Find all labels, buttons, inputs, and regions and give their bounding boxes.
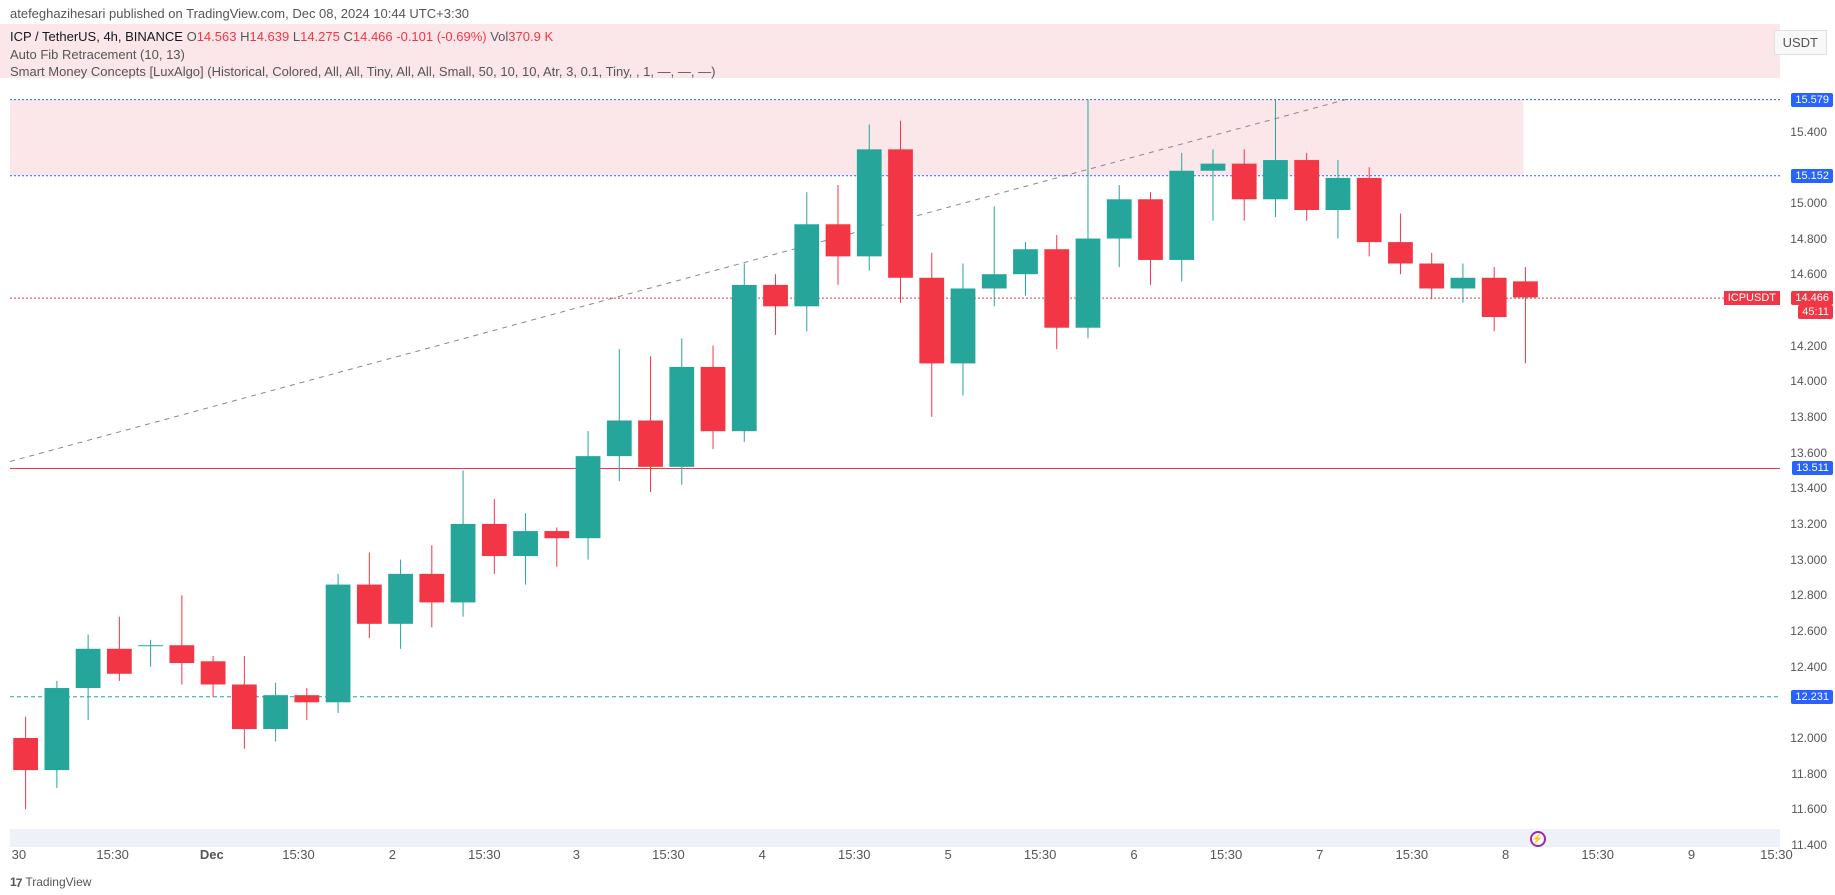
realtime-marker-icon: ⚡ bbox=[1530, 831, 1546, 847]
candlestick-chart[interactable] bbox=[10, 78, 1780, 845]
footer-text: TradingView bbox=[25, 875, 91, 889]
tradingview-logo-icon: 17 bbox=[10, 875, 21, 889]
quote-currency-badge[interactable]: USDT bbox=[1774, 30, 1827, 55]
time-tick: Dec bbox=[200, 847, 224, 862]
price-level-label: 15.152 bbox=[1791, 169, 1833, 183]
chart-area[interactable] bbox=[10, 78, 1780, 845]
price-tick: 15.000 bbox=[1790, 196, 1827, 210]
time-tick: 7 bbox=[1316, 847, 1323, 862]
price-tick: 15.400 bbox=[1790, 125, 1827, 139]
price-tick: 14.800 bbox=[1790, 232, 1827, 246]
ohlc-l: 14.275 bbox=[300, 29, 340, 44]
time-tick: 3 bbox=[573, 847, 580, 862]
footer-attribution: 17 TradingView bbox=[10, 875, 91, 889]
time-tick: 5 bbox=[944, 847, 951, 862]
vol-value: 370.9 K bbox=[508, 29, 553, 44]
time-tick: 15:30 bbox=[1760, 847, 1793, 862]
price-tick: 14.000 bbox=[1790, 374, 1827, 388]
symbol-name[interactable]: ICP / TetherUS, 4h, BINANCE bbox=[10, 29, 183, 44]
indicator-fib[interactable]: Auto Fib Retracement (10, 13) bbox=[0, 46, 1835, 63]
time-tick: 15:30 bbox=[1024, 847, 1057, 862]
time-tick: 2 bbox=[389, 847, 396, 862]
price-tick: 13.800 bbox=[1790, 410, 1827, 424]
ohlc-change: -0.101 (-0.69%) bbox=[396, 29, 486, 44]
price-tick: 13.600 bbox=[1790, 446, 1827, 460]
ohlc-l-label: L bbox=[293, 29, 300, 44]
price-tick: 13.200 bbox=[1790, 517, 1827, 531]
symbol-info-row: ICP / TetherUS, 4h, BINANCE O14.563 H14.… bbox=[0, 27, 1835, 46]
time-tick: 30 bbox=[12, 847, 26, 862]
publish-header: atefeghazihesari published on TradingVie… bbox=[0, 0, 1835, 27]
price-level-label: 12.231 bbox=[1791, 690, 1833, 704]
ohlc-o: 14.563 bbox=[197, 29, 237, 44]
vol-label: Vol bbox=[490, 29, 508, 44]
ohlc-c-label: C bbox=[343, 29, 352, 44]
price-tick: 12.400 bbox=[1790, 660, 1827, 674]
time-axis[interactable]: 30 15:30 Dec 15:30 2 15:30 3 15:30 4 15:30 5 15:30 6… bbox=[10, 847, 1780, 867]
time-tick: 4 bbox=[759, 847, 766, 862]
publish-text: atefeghazihesari published on TradingVie… bbox=[10, 6, 469, 21]
time-tick: 15:30 bbox=[1210, 847, 1243, 862]
price-tick: 11.600 bbox=[1791, 802, 1827, 816]
price-level-label: 15.579 bbox=[1791, 93, 1833, 107]
countdown-label: 45:11 bbox=[1798, 305, 1833, 319]
ohlc-c: 14.466 bbox=[353, 29, 393, 44]
time-scroll-region[interactable]: ⚡ bbox=[10, 829, 1780, 847]
price-tick: 14.600 bbox=[1790, 267, 1827, 281]
time-tick: 15:30 bbox=[1396, 847, 1429, 862]
time-tick: 15:30 bbox=[1581, 847, 1614, 862]
time-tick: 15:30 bbox=[96, 847, 129, 862]
price-tick: 13.400 bbox=[1790, 481, 1827, 495]
time-tick: 9 bbox=[1688, 847, 1695, 862]
price-tick: 12.000 bbox=[1790, 731, 1827, 745]
time-tick: 6 bbox=[1130, 847, 1137, 862]
time-tick: 15:30 bbox=[652, 847, 685, 862]
ohlc-h: 14.639 bbox=[249, 29, 289, 44]
price-tick: 11.800 bbox=[1791, 767, 1827, 781]
ticker-badge: ICPUSDT bbox=[1724, 291, 1780, 305]
time-tick: 15:30 bbox=[468, 847, 501, 862]
price-level-label: 13.511 bbox=[1792, 461, 1833, 475]
ohlc-o-label: O bbox=[187, 29, 197, 44]
time-tick: 8 bbox=[1502, 847, 1509, 862]
price-tick: 14.200 bbox=[1790, 339, 1827, 353]
price-tick: 12.600 bbox=[1790, 624, 1827, 638]
time-tick: 15:30 bbox=[282, 847, 315, 862]
price-axis[interactable]: 15.400 15.000 14.800 14.600 14.200 14.000 13.8… bbox=[1780, 78, 1835, 845]
price-tick: 12.800 bbox=[1790, 588, 1827, 602]
price-level-label: 14.466 bbox=[1791, 291, 1833, 305]
price-tick: 11.400 bbox=[1791, 838, 1827, 852]
time-tick: 15:30 bbox=[838, 847, 871, 862]
price-tick: 13.000 bbox=[1790, 553, 1827, 567]
